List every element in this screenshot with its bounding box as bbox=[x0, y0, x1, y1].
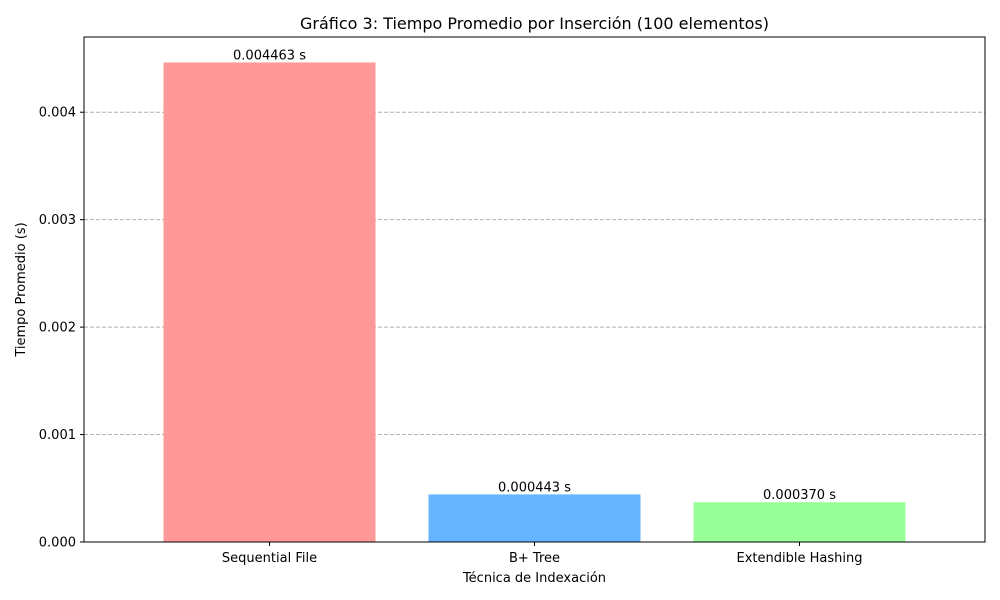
bar-b-tree bbox=[428, 494, 641, 542]
bar-value-label: 0.004463 s bbox=[233, 48, 306, 63]
data-labels: 0.004463 s 0.000443 s 0.000370 s bbox=[233, 48, 836, 503]
x-tick-label: B+ Tree bbox=[509, 551, 560, 566]
x-axis-label: Técnica de Indexación bbox=[462, 571, 606, 586]
y-tick-label: 0.003 bbox=[39, 213, 76, 228]
bar-sequential-file bbox=[163, 62, 376, 542]
bar-extendible-hashing bbox=[693, 502, 906, 542]
y-tick-label: 0.001 bbox=[39, 428, 76, 443]
y-axis-ticks: 0.000 0.001 0.002 0.003 0.004 bbox=[39, 106, 84, 551]
x-tick-label: Extendible Hashing bbox=[737, 551, 863, 566]
y-tick-label: 0.004 bbox=[39, 106, 76, 121]
y-tick-label: 0.002 bbox=[39, 321, 76, 336]
bar-value-label: 0.000443 s bbox=[498, 480, 571, 495]
bar-value-label: 0.000370 s bbox=[763, 488, 836, 503]
x-axis-ticks: Sequential File B+ Tree Extendible Hashing bbox=[222, 542, 863, 566]
y-tick-label: 0.000 bbox=[39, 536, 76, 551]
bars bbox=[163, 62, 906, 542]
chart-title: Gráfico 3: Tiempo Promedio por Inserción… bbox=[300, 14, 769, 33]
x-tick-label: Sequential File bbox=[222, 551, 317, 566]
y-axis-label: Tiempo Promedio (s) bbox=[14, 222, 29, 357]
